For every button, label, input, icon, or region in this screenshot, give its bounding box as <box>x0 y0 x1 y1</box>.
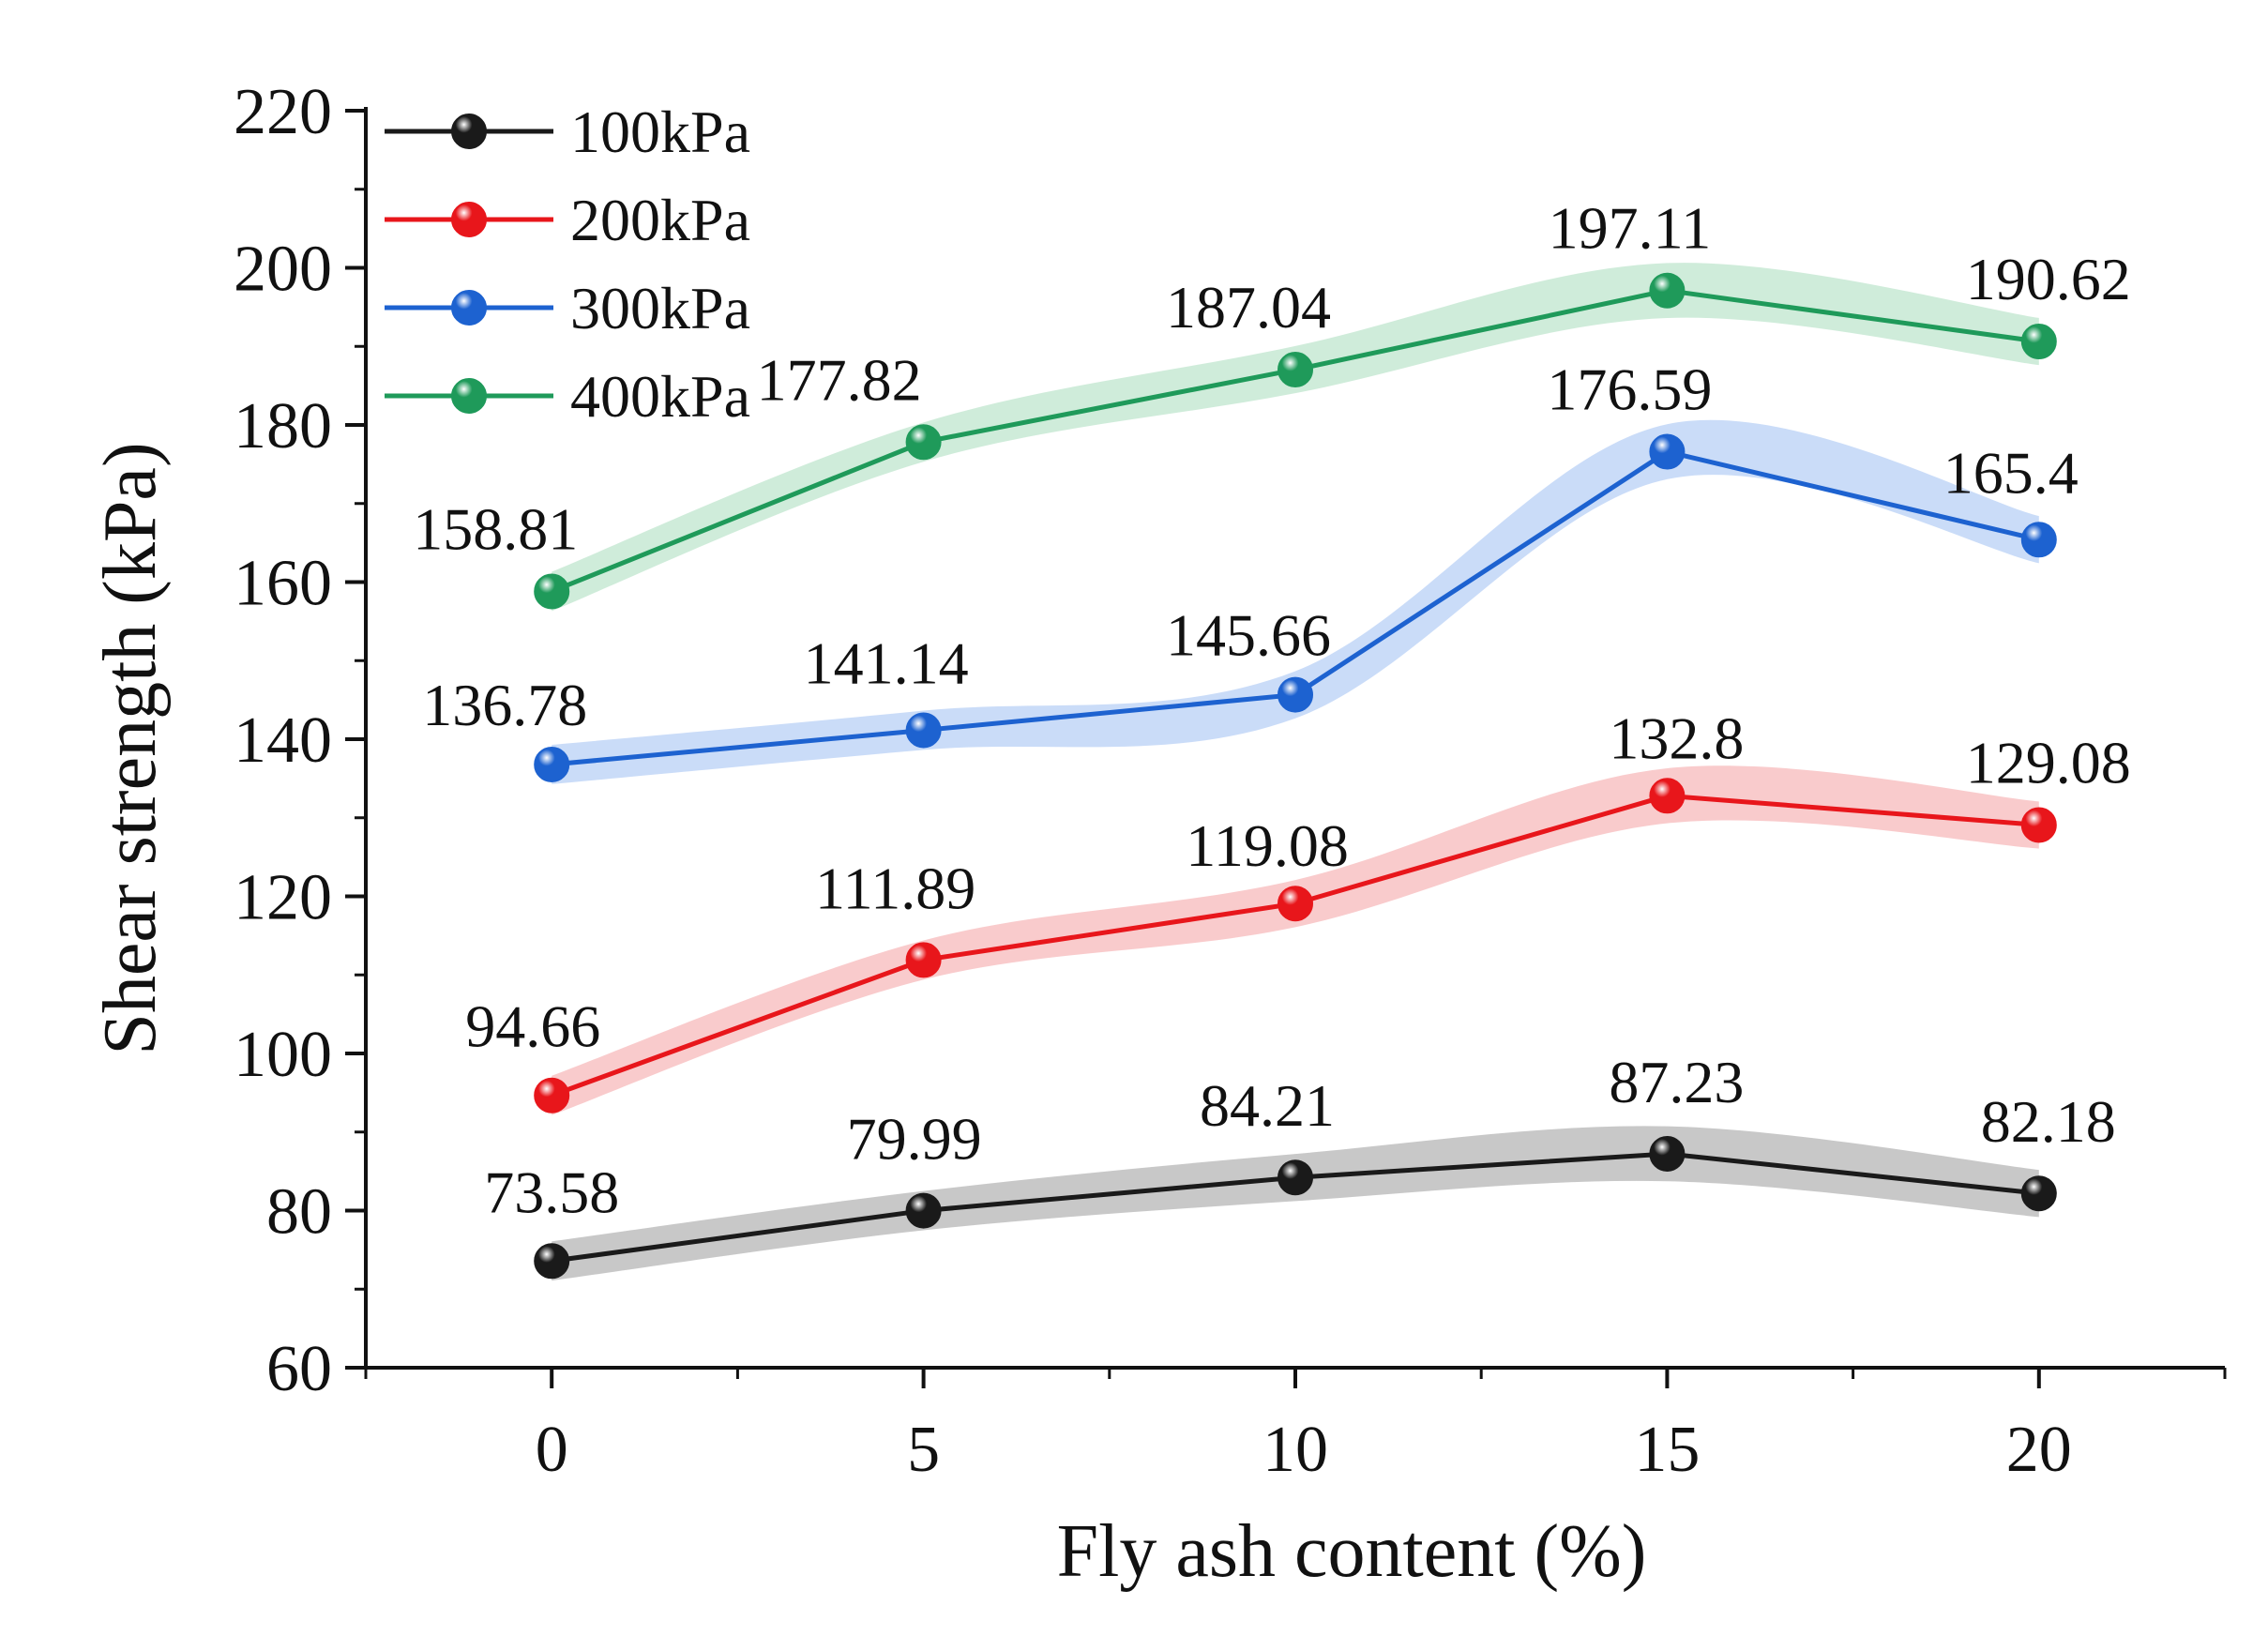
legend-label-200kPa: 200kPa <box>570 187 750 253</box>
point-300kPa-15 <box>1649 433 1686 470</box>
point-100kPa-20 <box>2020 1175 2057 1212</box>
point-300kPa-10 <box>1278 676 1313 713</box>
legend-label-300kPa: 300kPa <box>570 275 750 341</box>
y-axis-title: Shear strength (kPa) <box>89 442 172 1054</box>
legend-marker-200kPa <box>451 202 487 237</box>
data-label-300kPa-15: 176.59 <box>1547 356 1712 423</box>
data-label-300kPa-20: 165.4 <box>1943 439 2079 506</box>
point-400kPa-20 <box>2020 324 2057 360</box>
point-400kPa-15 <box>1649 272 1686 309</box>
y-ticks: 60 80 100 120 140 160 180 200 220 <box>234 76 366 1405</box>
y-tick-label: 220 <box>234 76 332 148</box>
point-100kPa-0 <box>534 1243 570 1280</box>
point-200kPa-5 <box>905 942 942 978</box>
legend-label-400kPa: 400kPa <box>570 363 750 430</box>
data-label-100kPa-5: 79.99 <box>847 1106 982 1173</box>
point-100kPa-15 <box>1649 1135 1686 1172</box>
data-label-100kPa-0: 73.58 <box>484 1159 619 1225</box>
point-200kPa-15 <box>1649 778 1686 814</box>
series-points <box>534 272 2057 1280</box>
data-labels: 73.58 79.99 84.21 87.23 82.18 94.66 111.89 119.… <box>413 195 2131 1226</box>
band-400kPa <box>552 263 2039 612</box>
legend-label-100kPa: 100kPa <box>570 98 750 165</box>
legend-marker-100kPa <box>451 114 487 149</box>
y-tick-label: 100 <box>234 1019 332 1091</box>
axes: 60 80 100 120 140 160 180 200 220 0 5 10 15 20 <box>234 76 2227 1486</box>
y-tick-label: 60 <box>266 1333 332 1405</box>
x-tick-label: 10 <box>1263 1414 1328 1486</box>
legend: 100kPa 200kPa 300kPa 400kPa <box>385 98 750 430</box>
data-label-300kPa-5: 141.14 <box>804 629 969 696</box>
data-label-100kPa-10: 84.21 <box>1200 1072 1335 1139</box>
data-label-400kPa-10: 187.04 <box>1166 274 1331 341</box>
x-ticks: 0 5 10 15 20 <box>364 1368 2227 1486</box>
data-label-300kPa-10: 145.66 <box>1166 602 1331 669</box>
point-200kPa-10 <box>1278 886 1313 922</box>
point-400kPa-10 <box>1278 352 1313 388</box>
data-label-100kPa-20: 82.18 <box>1981 1088 2116 1155</box>
point-100kPa-5 <box>905 1192 942 1229</box>
data-label-200kPa-15: 132.8 <box>1609 704 1744 771</box>
x-tick-label: 5 <box>907 1414 940 1486</box>
y-tick-label: 160 <box>234 548 332 620</box>
x-tick-label: 20 <box>2006 1414 2072 1486</box>
point-200kPa-0 <box>534 1077 570 1113</box>
x-tick-label: 15 <box>1634 1414 1700 1486</box>
point-400kPa-5 <box>905 424 942 461</box>
point-100kPa-10 <box>1278 1159 1313 1196</box>
point-300kPa-0 <box>534 746 570 782</box>
x-tick-label: 0 <box>536 1414 568 1486</box>
y-tick-label: 180 <box>234 390 332 462</box>
y-tick-label: 200 <box>234 234 332 306</box>
data-label-400kPa-5: 177.82 <box>757 346 922 413</box>
legend-marker-300kPa <box>451 290 487 326</box>
point-300kPa-20 <box>2020 522 2057 558</box>
y-tick-label: 80 <box>266 1176 332 1249</box>
data-label-200kPa-10: 119.08 <box>1186 812 1349 879</box>
data-label-200kPa-0: 94.66 <box>465 993 600 1060</box>
data-label-200kPa-20: 129.08 <box>1966 729 2131 795</box>
legend-marker-400kPa <box>451 378 487 414</box>
data-label-100kPa-15: 87.23 <box>1609 1049 1744 1115</box>
data-label-400kPa-20: 190.62 <box>1966 246 2131 312</box>
y-tick-label: 120 <box>234 862 332 934</box>
data-label-400kPa-15: 197.11 <box>1549 195 1712 262</box>
point-200kPa-20 <box>2020 807 2057 843</box>
data-label-300kPa-0: 136.78 <box>422 672 587 738</box>
point-300kPa-5 <box>905 712 942 749</box>
band-100kPa <box>552 1126 2039 1281</box>
point-400kPa-0 <box>534 573 570 610</box>
data-label-200kPa-5: 111.89 <box>815 855 975 921</box>
x-axis-title: Fly ash content (%) <box>1057 1510 1647 1593</box>
band-200kPa <box>552 765 2039 1115</box>
y-tick-label: 140 <box>234 704 332 777</box>
data-label-400kPa-0: 158.81 <box>413 495 578 562</box>
